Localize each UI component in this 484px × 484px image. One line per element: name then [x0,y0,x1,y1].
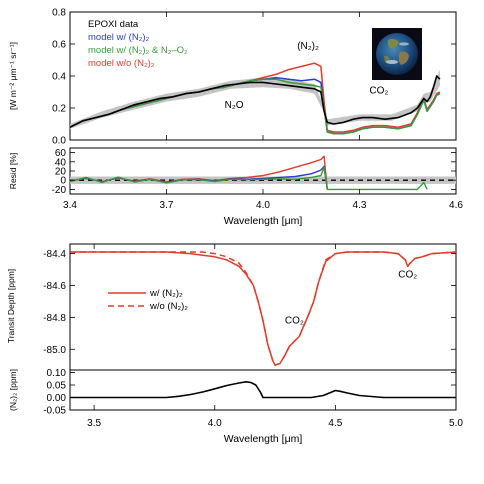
earth-image [372,28,422,80]
difference-xlabel: Wavelength [μm] [224,433,303,445]
x-tick-label: 3.7 [160,200,174,211]
x-tick-label: 3.4 [63,200,77,211]
legend-item-without: w/o (N₂)₂ [149,301,188,312]
spectrum-y-ticks: 0.0 0.2 0.4 0.6 0.8 [52,8,457,147]
residual-frame [69,147,457,195]
y-tick-label: 0.00 [47,393,67,404]
spectrum-annotations: (N₂)₂ N₂O CO₂ [225,41,389,111]
y-tick-label: 0.10 [47,368,67,379]
y-tick-label: 0.6 [52,40,66,51]
x-tick-label: 4.3 [353,200,367,211]
earth-globe-icon [376,33,418,75]
annotation-n2o: N₂O [225,100,244,111]
difference-y-ticks: -0.05 0.000.05 0.10 [43,368,456,417]
series-line [70,166,428,191]
x-tick-label: 4.5 [328,418,342,429]
y-tick-label: -0.05 [43,406,66,417]
y-tick-label: 0.4 [52,72,66,83]
y-tick-label: 40 [55,157,67,168]
annotation-co2: CO₂ [369,86,388,97]
y-tick-label: -20 [52,185,67,196]
y-tick-label: 20 [55,167,67,178]
legend-item-w-n2n2: model w/ (N₂)₂ [88,32,150,43]
difference-ylabel: (N₂)₂ [ppm] [8,369,18,411]
x-tick-label: 5.0 [449,418,463,429]
x-tick-label: 3.5 [87,418,101,429]
y-tick-label: -84.6 [43,281,66,292]
earth-land-shape [387,38,399,49]
earth-land-shape [398,51,409,65]
series-line [69,75,441,128]
difference-panel: -0.05 0.000.05 0.10 3.5 4.0 4.5 5.0 (N₂)₂ [pp… [8,368,463,445]
residual-plot-area [70,155,456,191]
transit-panel: -85.0 -84.8 -84.6 -84.4 Transit Depth [ppm]… [6,243,457,371]
y-tick-label: -84.4 [43,249,66,260]
uncertainty-band [70,69,440,129]
difference-frame [69,369,457,411]
y-tick-label: 0 [60,176,66,187]
annotation-n2n2: (N₂)₂ [297,41,319,52]
earth-cloud-shape [386,60,398,64]
difference-x-ticks: 3.5 4.0 4.5 5.0 [87,405,463,429]
legend-item-with: w/ (N₂)₂ [149,288,183,299]
annotation-co2-secondary: CO₂ [398,269,417,280]
legend-item-wo-n2n2: model w/o (N₂)₂ [88,58,155,69]
spectrum-ylabel: [W m⁻² μm⁻¹ sr⁻¹] [8,42,18,110]
y-tick-label: -84.8 [43,313,66,324]
series-line [70,155,328,190]
x-tick-label: 4.0 [256,200,270,211]
y-tick-label: 0.2 [52,104,66,115]
y-tick-label: 0.0 [52,136,66,147]
series-line [69,78,441,135]
series-line [70,381,456,399]
residual-ylabel: Resid [%] [8,153,18,189]
x-tick-label: 4.0 [208,418,222,429]
earth-cloud-shape [399,42,409,46]
transit-annotations: CO₂ CO₂ [285,269,417,326]
spectrum-legend: EPOXI data model w/ (N₂)₂ model w/ (N₂)₂… [88,19,188,69]
transit-plot-area [70,251,457,366]
transit-ylabel: Transit Depth [ppm] [6,269,16,343]
transit-frame [69,243,457,371]
y-tick-label: 0.05 [47,381,67,392]
y-tick-label: 60 [55,148,67,159]
y-tick-label: 0.8 [52,8,66,19]
annotation-co2-main: CO₂ [285,316,304,327]
spectrum-plot-area [69,62,441,135]
residual-x-ticks: 3.4 3.7 4.0 4.3 4.6 [63,189,463,211]
x-tick-label: 4.6 [449,200,463,211]
transit-legend: w/ (N₂)₂ w/o (N₂)₂ [108,288,188,312]
residual-series [70,155,428,191]
legend-item-w-n2n2-n2o2: model w/ (N₂)₂ & N₂–O₂ [88,45,188,56]
residual-xlabel: Wavelength [μm] [224,215,303,227]
legend-item-epoxi: EPOXI data [88,19,139,30]
difference-plot-area [70,381,456,399]
transit-y-ticks: -85.0 -84.8 -84.6 -84.4 [43,244,457,356]
spectrum-panel: 0.0 0.2 0.4 0.6 0.8 [W m⁻² μm⁻¹ sr⁻¹] EPOXI … [8,8,457,147]
y-tick-label: -85.0 [43,345,66,356]
